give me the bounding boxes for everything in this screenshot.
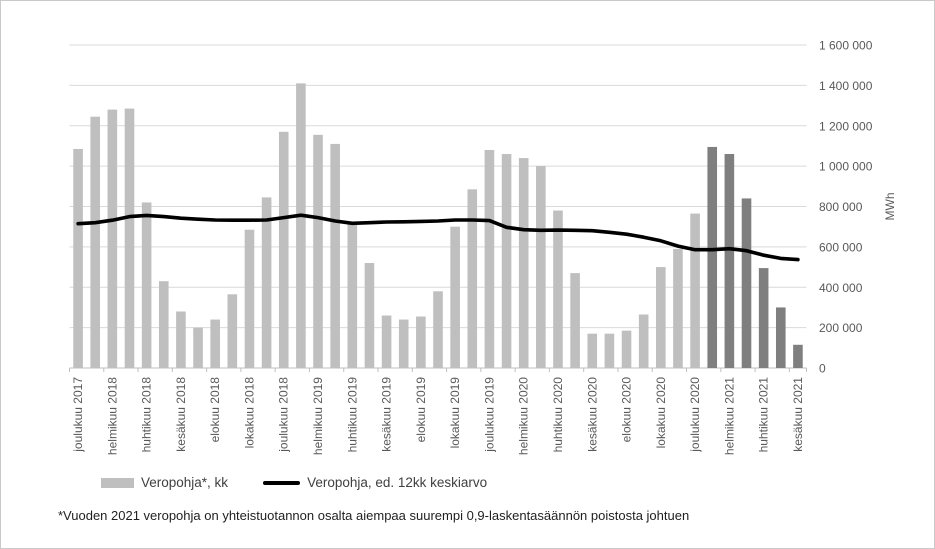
veropohja-bar [141,202,152,368]
x-tick-label: lokakuu 2018 [242,377,256,449]
veropohja-bar [775,307,786,368]
veropohja-bar [227,294,238,368]
veropohja-bar [604,333,615,368]
legend-line-swatch [263,480,301,485]
x-tick-label: kesäkuu 2018 [174,377,188,452]
veropohja-bar [724,154,735,368]
veropohja-bar [673,248,683,368]
legend: Veropohja*, kk Veropohja, ed. 12kk keski… [101,475,487,490]
veropohja-bar [450,226,460,368]
x-tick-label: helmikuu 2018 [105,377,119,455]
veropohja-bar [758,268,769,368]
y-tick-label: 1 400 000 [819,79,873,93]
x-tick-label: lokakuu 2019 [448,377,462,449]
y-tick-label: 200 000 [819,321,863,335]
veropohja-bar [518,158,529,368]
y-tick-label: 600 000 [819,240,863,254]
veropohja-bar [90,116,101,369]
y-tick-label: 1 200 000 [819,119,873,133]
veropohja-bar [416,316,426,368]
y-axis-unit-label: MWh [883,193,897,221]
average-line [76,213,800,262]
x-tick-label: joulukuu 2019 [482,377,496,453]
veropohja-bar [107,109,118,368]
x-tick-label: joulukuu 2018 [277,377,291,453]
x-tick-label: lokakuu 2020 [654,377,668,449]
veropohja-bar [176,311,186,368]
x-tick-label: elokuu 2018 [208,377,222,443]
veropohja-bar [638,314,649,368]
y-tick-label: 1 600 000 [819,39,873,53]
x-tick-label: huhtikuu 2020 [551,377,565,453]
veropohja-bar [398,319,409,368]
legend-line-label: Veropohja, ed. 12kk keskiarvo [307,475,488,490]
veropohja-bar [570,273,580,368]
veropohja-bar [296,83,306,368]
veropohja-bar [467,189,478,368]
veropohja-bar [553,210,563,368]
veropohja-bar [73,148,83,368]
x-tick-label: helmikuu 2019 [311,377,325,455]
veropohja-bar [330,143,340,368]
veropohja-bar [484,149,495,368]
veropohja-bar [124,108,135,368]
x-tick-label: elokuu 2020 [620,377,634,443]
y-tick-label: 400 000 [819,281,863,295]
x-tick-label: huhtikuu 2019 [345,377,359,453]
veropohja-bar [193,327,203,368]
veropohja-bar [313,134,323,368]
y-tick-label: 800 000 [819,200,863,214]
veropohja-bar [536,166,546,368]
x-tick-label: huhtikuu 2018 [140,377,154,453]
veropohja-bar [501,154,512,368]
veropohja-bar [433,291,443,368]
legend-bar-swatch [101,477,134,488]
veropohja-bar [364,263,375,368]
x-tick-label: helmikuu 2021 [722,377,736,455]
legend-bar-label: Veropohja*, kk [141,475,229,490]
x-tick-label: elokuu 2019 [414,377,428,443]
x-tick-label: helmikuu 2020 [517,377,531,455]
y-tick-label: 0 [819,362,826,376]
chart-svg: 0 200 000 400 000 600 000 800 000 1 000 000 1 … [69,39,897,455]
veropohja-bar [278,131,289,368]
x-tick-label: kesäkuu 2019 [380,377,394,452]
footnote: *Vuoden 2021 veropohja on yhteistuotanno… [58,508,690,523]
veropohja-bar [210,319,220,368]
veropohja-bar [656,267,666,368]
x-tick-label: joulukuu 2020 [688,377,702,453]
x-tick-label: kesäkuu 2020 [585,377,599,452]
x-tick-label: joulukuu 2017 [71,377,85,453]
x-tick-label: huhtikuu 2021 [757,377,771,453]
veropohja-bar [347,222,358,368]
veropohja-bar [793,344,803,368]
veropohja-bar [741,198,752,368]
veropohja-bar [158,281,169,368]
y-tick-label: 1 000 000 [819,160,873,174]
veropohja-bar [690,213,700,368]
veropohja-bar [707,146,718,368]
veropohja-bar [587,333,598,368]
veropohja-bar [244,229,255,368]
x-tick-label: kesäkuu 2021 [791,377,805,452]
veropohja-bar [381,315,392,368]
veropohja-bar [621,330,632,368]
veropohja-bar [261,197,272,368]
